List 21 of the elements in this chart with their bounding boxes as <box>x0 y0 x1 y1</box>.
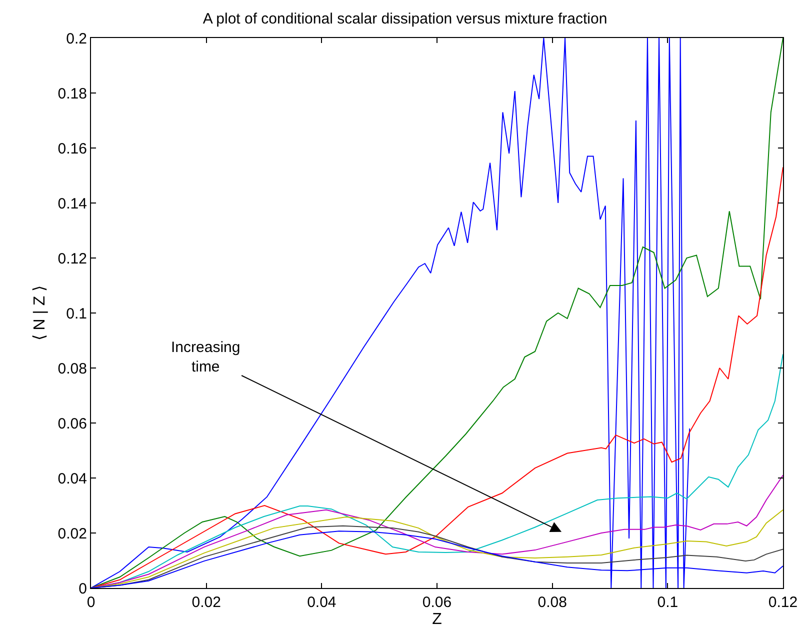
y-tick-label: 0.12 <box>58 250 87 268</box>
annotation: Increasing time <box>171 339 240 376</box>
x-tick-label: 0.06 <box>422 594 452 611</box>
x-tick-label: 0.12 <box>768 594 798 611</box>
y-tick-label: 0.1 <box>66 305 87 322</box>
x-tick-label: 0.08 <box>538 594 567 611</box>
y-axis-title: ⟨ N | Z ⟩ <box>32 285 49 341</box>
y-tick-label: 0.08 <box>58 360 87 378</box>
y-tick-label: 0.16 <box>58 140 87 158</box>
x-tick-label: 0.02 <box>192 594 221 611</box>
x-tick-label: 0.1 <box>657 594 678 611</box>
y-tick-label: 0 <box>78 580 87 598</box>
y-tick-label: 0.18 <box>58 85 87 102</box>
y-tick-label: 0.2 <box>66 30 87 48</box>
y-tick-label: 0.14 <box>58 195 87 212</box>
x-axis-title: Z <box>432 611 442 628</box>
y-tick-label: 0.04 <box>58 470 87 488</box>
x-tick-label: 0.04 <box>307 594 336 611</box>
chart-title: A plot of conditional scalar dissipation versus mixture fraction <box>202 10 608 28</box>
y-tick-label: 0.06 <box>58 415 87 432</box>
y-tick-label: 0.02 <box>58 525 87 542</box>
